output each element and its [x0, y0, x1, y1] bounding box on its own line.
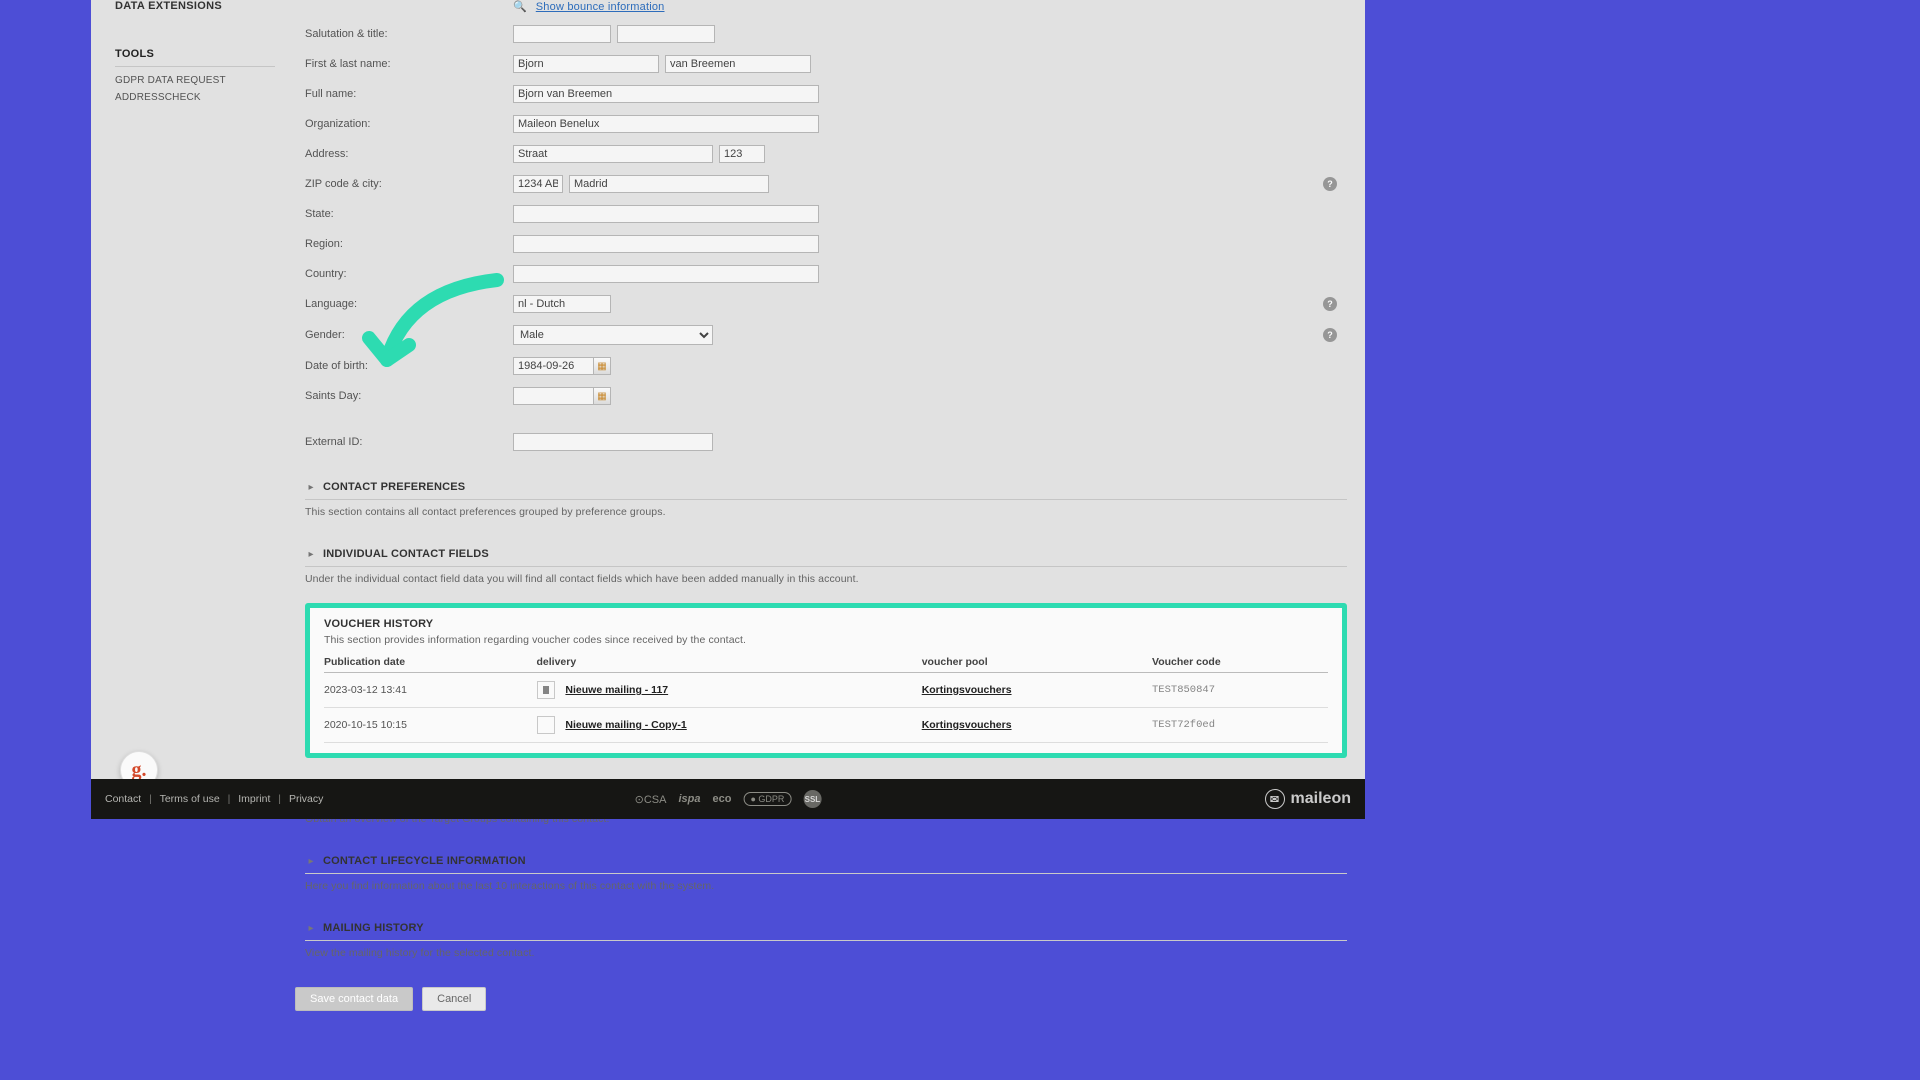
section-contact-lifecycle[interactable]: ▸ CONTACT LIFECYCLE INFORMATION	[305, 855, 1347, 869]
table-row: 2023-03-12 13:41 Nieuwe mailing - 117 Ko…	[324, 673, 1328, 708]
csa-badge: ⊙CSA	[635, 793, 667, 806]
gender-select[interactable]: Male	[513, 325, 713, 345]
help-icon[interactable]: ?	[1323, 328, 1337, 342]
full-name-label: Full name:	[305, 88, 513, 100]
chevron-right-icon: ▸	[305, 481, 317, 493]
col-delivery: delivery	[537, 652, 922, 673]
maileon-logo-icon: ✉	[1265, 789, 1285, 809]
section-title: CONTACT PREFERENCES	[323, 481, 465, 493]
show-bounce-link-wrap: 🔍 Show bounce information	[513, 0, 1347, 13]
footer-terms-link[interactable]: Terms of use	[160, 793, 220, 805]
section-contact-preferences[interactable]: ▸ CONTACT PREFERENCES	[305, 481, 1347, 495]
ssl-badge: SSL	[803, 790, 821, 808]
zip-input[interactable]	[513, 175, 563, 193]
house-number-input[interactable]	[719, 145, 765, 163]
country-input[interactable]	[513, 265, 819, 283]
sidebar-item-addresscheck[interactable]: ADDRESSCHECK	[115, 92, 275, 103]
chevron-right-icon: ▸	[305, 548, 317, 560]
mailing-thumbnail-icon	[537, 716, 555, 734]
footer-imprint-link[interactable]: Imprint	[238, 793, 270, 805]
section-title: INDIVIDUAL CONTACT FIELDS	[323, 548, 489, 560]
region-input[interactable]	[513, 235, 819, 253]
section-individual-contact-fields[interactable]: ▸ INDIVIDUAL CONTACT FIELDS	[305, 548, 1347, 562]
dob-label: Date of birth:	[305, 360, 513, 372]
section-desc: This section contains all contact prefer…	[305, 506, 1347, 518]
delivery-link[interactable]: Nieuwe mailing - Copy-1	[565, 719, 686, 731]
region-label: Region:	[305, 238, 513, 250]
delivery-link[interactable]: Nieuwe mailing - 117	[565, 684, 668, 696]
search-icon: 🔍	[513, 1, 527, 13]
sidebar-heading-tools: TOOLS	[115, 48, 275, 60]
save-button[interactable]: Save contact data	[295, 987, 413, 1011]
footer-privacy-link[interactable]: Privacy	[289, 793, 323, 805]
state-label: State:	[305, 208, 513, 220]
city-input[interactable]	[569, 175, 769, 193]
section-mailing-history[interactable]: ▸ MAILING HISTORY	[305, 922, 1347, 936]
title-input[interactable]	[617, 25, 715, 43]
section-desc: Under the individual contact field data …	[305, 573, 1347, 585]
voucher-pool-link[interactable]: Kortingsvouchers	[922, 684, 1012, 696]
section-desc: Here you find information about the last…	[305, 880, 1347, 892]
footer: Contact | Terms of use | Imprint | Priva…	[91, 779, 1365, 819]
voucher-code: TEST72f0ed	[1152, 708, 1328, 743]
footer-contact-link[interactable]: Contact	[105, 793, 141, 805]
first-name-input[interactable]	[513, 55, 659, 73]
table-row: 2020-10-15 10:15 Nieuwe mailing - Copy-1…	[324, 708, 1328, 743]
help-icon[interactable]: ?	[1323, 177, 1337, 191]
calendar-icon[interactable]: ▦	[593, 357, 611, 375]
voucher-table: Publication date delivery voucher pool V…	[324, 652, 1328, 743]
mailing-thumbnail-icon	[537, 681, 555, 699]
section-title: MAILING HISTORY	[323, 922, 424, 934]
first-last-label: First & last name:	[305, 58, 513, 70]
external-id-label: External ID:	[305, 436, 513, 448]
col-publication-date: Publication date	[324, 652, 537, 673]
zip-city-label: ZIP code & city:	[305, 178, 513, 190]
salutation-input[interactable]	[513, 25, 611, 43]
language-input[interactable]	[513, 295, 611, 313]
voucher-history-panel: VOUCHER HISTORY This section provides in…	[305, 603, 1347, 758]
organization-label: Organization:	[305, 118, 513, 130]
eco-badge: eco	[712, 793, 731, 805]
sidebar: DATA EXTENSIONS TOOLS GDPR DATA REQUEST …	[115, 0, 275, 109]
state-input[interactable]	[513, 205, 819, 223]
main-content: 🔍 Show bounce information Salutation & t…	[305, 0, 1347, 779]
salutation-label: Salutation & title:	[305, 28, 513, 40]
organization-input[interactable]	[513, 115, 819, 133]
sidebar-heading-data-extensions: DATA EXTENSIONS	[115, 0, 275, 12]
footer-brand: ✉ maileon	[1265, 789, 1351, 809]
brand-text: maileon	[1291, 790, 1351, 808]
cell-date: 2023-03-12 13:41	[324, 673, 537, 708]
voucher-history-title: VOUCHER HISTORY	[324, 618, 1328, 630]
ispa-badge: ispa	[678, 793, 700, 805]
section-desc: View the mailing history for the selecte…	[305, 947, 1347, 959]
show-bounce-link[interactable]: Show bounce information	[536, 1, 665, 13]
col-voucher-pool: voucher pool	[922, 652, 1152, 673]
address-label: Address:	[305, 148, 513, 160]
country-label: Country:	[305, 268, 513, 280]
last-name-input[interactable]	[665, 55, 811, 73]
calendar-icon[interactable]: ▦	[593, 387, 611, 405]
footer-badges: ⊙CSA ispa eco ● GDPR SSL	[635, 790, 822, 808]
chevron-right-icon: ▸	[305, 922, 317, 934]
external-id-input[interactable]	[513, 433, 713, 451]
gender-label: Gender:	[305, 329, 513, 341]
voucher-code: TEST850847	[1152, 673, 1328, 708]
sidebar-item-gdpr[interactable]: GDPR DATA REQUEST	[115, 75, 275, 86]
gdpr-badge: ● GDPR	[743, 792, 791, 806]
help-icon[interactable]: ?	[1323, 297, 1337, 311]
section-title: CONTACT LIFECYCLE INFORMATION	[323, 855, 526, 867]
saints-day-label: Saints Day:	[305, 390, 513, 402]
language-label: Language:	[305, 298, 513, 310]
full-name-input[interactable]	[513, 85, 819, 103]
voucher-pool-link[interactable]: Kortingsvouchers	[922, 719, 1012, 731]
street-input[interactable]	[513, 145, 713, 163]
cancel-button[interactable]: Cancel	[422, 987, 486, 1011]
col-voucher-code: Voucher code	[1152, 652, 1328, 673]
voucher-history-desc: This section provides information regard…	[324, 634, 1328, 646]
cell-date: 2020-10-15 10:15	[324, 708, 537, 743]
chevron-right-icon: ▸	[305, 855, 317, 867]
